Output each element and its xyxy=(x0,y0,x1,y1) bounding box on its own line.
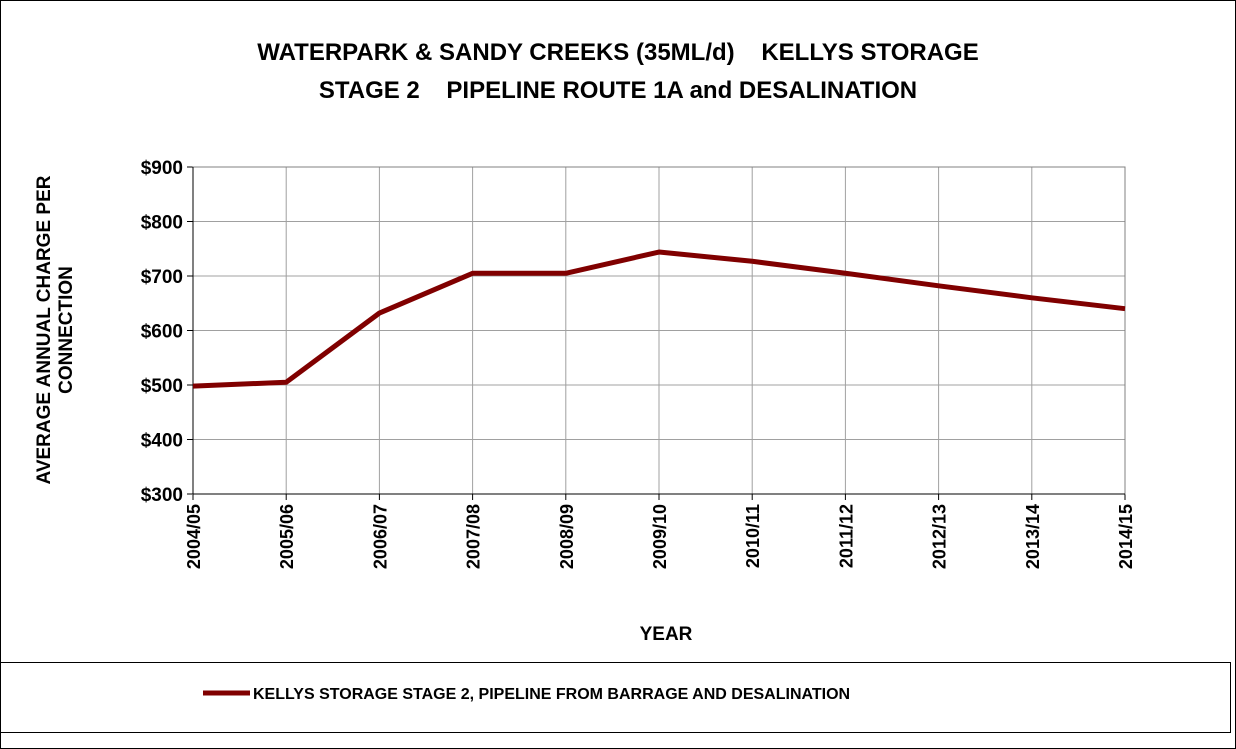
x-tick-label: 2005/06 xyxy=(277,504,297,569)
x-tick-label: 2008/09 xyxy=(557,504,577,569)
x-tick-label: 2014/15 xyxy=(1116,504,1136,569)
x-tick-label: 2010/11 xyxy=(743,504,763,568)
chart-title: STAGE 2 PIPELINE ROUTE 1A and DESALINATI… xyxy=(319,77,917,104)
y-tick-label: $600 xyxy=(141,322,183,343)
x-tick-label: 2006/07 xyxy=(370,504,390,569)
x-tick-label: 2009/10 xyxy=(650,504,670,569)
chart-title: WATERPARK & SANDY CREEKS (35ML/d) KELLYS… xyxy=(257,39,978,66)
y-tick-label: $300 xyxy=(141,485,183,506)
x-tick-label: 2012/13 xyxy=(930,504,950,569)
legend-label: KELLYS STORAGE STAGE 2, PIPELINE FROM BA… xyxy=(253,686,850,703)
series-line xyxy=(192,249,1126,389)
x-tick-label: 2007/08 xyxy=(464,504,484,569)
legend-box xyxy=(0,662,1231,733)
x-tick-label: 2013/14 xyxy=(1023,504,1043,569)
y-tick-label: $400 xyxy=(141,431,183,452)
y-axis-label: AVERAGE ANNUAL CHARGE PER xyxy=(34,175,55,484)
x-axis-label: YEAR xyxy=(640,624,693,645)
x-tick-label: 2004/05 xyxy=(184,504,204,569)
y-tick-label: $800 xyxy=(141,213,183,234)
y-tick-label: $700 xyxy=(141,267,183,288)
x-tick-label: 2011/12 xyxy=(836,504,856,568)
y-tick-label: $500 xyxy=(141,376,183,397)
y-axis-label: CONNECTION xyxy=(56,266,77,394)
y-tick-label: $900 xyxy=(141,158,183,179)
